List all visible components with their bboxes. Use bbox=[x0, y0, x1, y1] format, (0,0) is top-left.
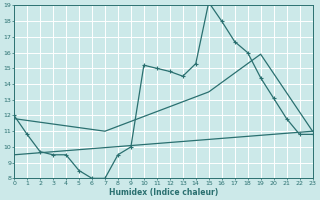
X-axis label: Humidex (Indice chaleur): Humidex (Indice chaleur) bbox=[109, 188, 218, 197]
